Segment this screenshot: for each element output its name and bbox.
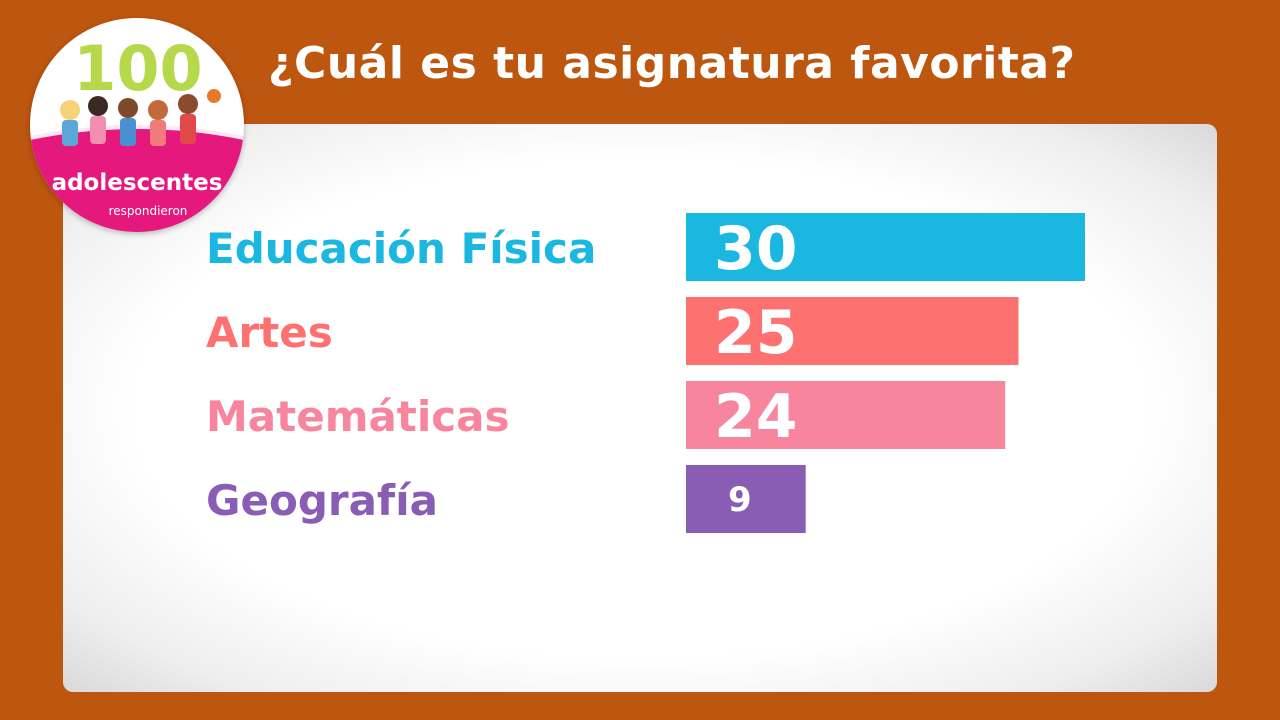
bar-educacion-fisica xyxy=(686,213,1085,281)
category-label-matematicas: Matemáticas xyxy=(206,392,510,441)
kids-illustration-icon xyxy=(60,89,221,146)
bar-geografia xyxy=(686,465,806,533)
logo-badge: 100 adolescentes respondieron xyxy=(30,31,244,232)
category-label-artes: Artes xyxy=(206,308,333,357)
category-label-educacion-fisica: Educación Física xyxy=(206,224,596,273)
logo-word: adolescentes xyxy=(52,170,223,196)
value-label-geografia: 9 xyxy=(728,480,752,520)
value-label-educacion-fisica: 30 xyxy=(714,214,798,284)
logo-sub: respondieron xyxy=(109,204,188,218)
value-label-matematicas: 24 xyxy=(714,382,798,452)
bar-matematicas xyxy=(686,381,1006,449)
page-title: ¿Cuál es tu asignatura favorita? xyxy=(268,38,1076,89)
category-label-geografia: Geografía xyxy=(206,476,438,525)
survey-logo: 100 adolescentes respondieron xyxy=(30,18,244,232)
value-label-artes: 25 xyxy=(714,298,798,368)
logo-number: 100 xyxy=(73,32,202,105)
bar-artes xyxy=(686,297,1019,365)
